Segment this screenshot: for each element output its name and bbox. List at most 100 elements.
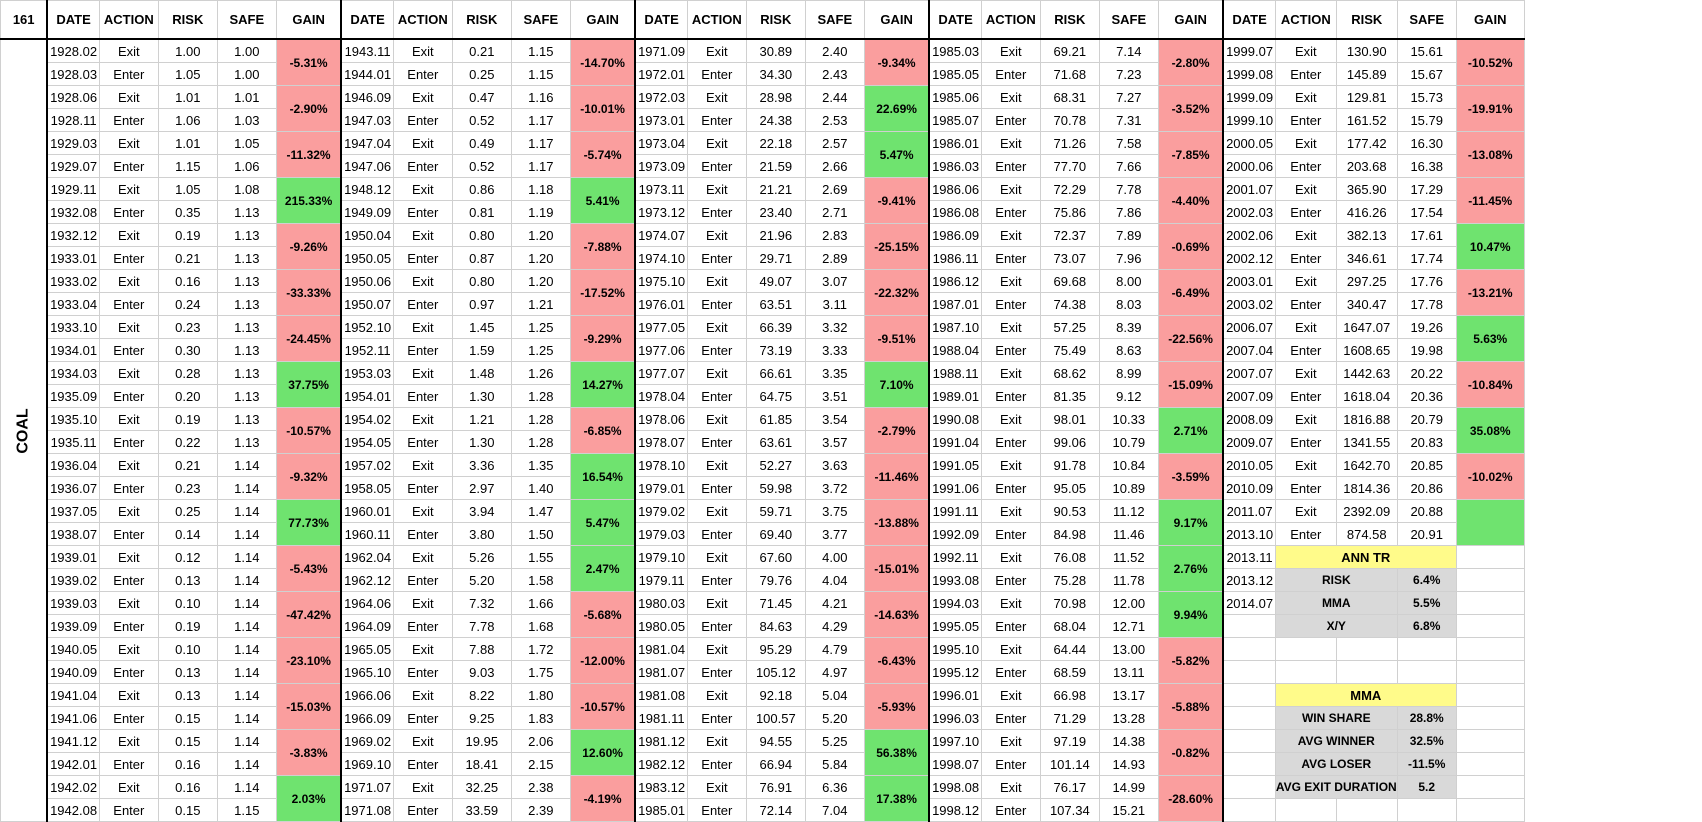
table-cell: Enter	[1274, 384, 1337, 408]
table-cell: 75.28	[1039, 568, 1100, 592]
table-cell: 1.20	[510, 246, 571, 270]
table-cell: 0.16	[157, 269, 218, 293]
table-cell: 5.04	[804, 683, 865, 707]
gain-cell: 5.63%	[1455, 315, 1525, 362]
table-cell: 76.17	[1039, 775, 1100, 799]
gain-cell: 77.73%	[275, 499, 343, 546]
table-cell: 1972.01	[634, 62, 688, 86]
table-cell: 1991.05	[928, 453, 982, 477]
table-cell: 1.66	[510, 591, 571, 615]
gain-cell: -5.93%	[863, 683, 931, 730]
table-cell: 10.84	[1098, 453, 1159, 477]
table-cell: 8.39	[1098, 315, 1159, 339]
table-cell: Enter	[686, 614, 747, 638]
table-cell: Exit	[980, 38, 1041, 63]
table-cell: 11.78	[1098, 568, 1159, 592]
table-cell: 81.35	[1039, 384, 1100, 408]
table-cell: 1978.10	[634, 453, 688, 477]
table-cell: 1.13	[216, 315, 277, 339]
table-cell: 0.16	[157, 752, 218, 776]
table-cell: 1995.05	[928, 614, 982, 638]
table-row: 1942.08 Enter 0.15 1.15 1971.08 Enter 33.59 2.3…	[1, 798, 1525, 822]
gain-cell: 16.54%	[569, 453, 637, 500]
table-cell: Enter	[1274, 108, 1337, 132]
table-cell: 0.52	[451, 108, 512, 132]
table-cell: 145.89	[1335, 62, 1398, 86]
table-cell: Enter	[1274, 246, 1337, 270]
table-cell: Exit	[686, 775, 747, 799]
table-cell: Exit	[980, 223, 1041, 247]
table-cell: 1991.06	[928, 476, 982, 500]
table-cell: 52.27	[745, 453, 806, 477]
table-cell: 0.87	[451, 246, 512, 270]
table-cell: 2001.07	[1222, 177, 1276, 201]
table-cell: 1949.09	[340, 200, 394, 224]
ann-tr-value: 6.8%	[1396, 614, 1457, 638]
table-cell: 1929.03	[46, 131, 100, 155]
table-cell: 1979.10	[634, 545, 688, 569]
table-row: COAL 1928.02 Exit 1.00 1.00 -5.31% 1943.11 Exit…	[0, 38, 1525, 822]
table-cell: Enter	[686, 522, 747, 546]
table-cell: Exit	[392, 131, 453, 155]
table-cell: 71.45	[745, 591, 806, 615]
table-cell: 3.77	[804, 522, 865, 546]
table-cell: 1928.02	[46, 38, 100, 63]
table-cell: 75.86	[1039, 200, 1100, 224]
table-cell: 1.13	[216, 407, 277, 431]
table-cell: 1978.06	[634, 407, 688, 431]
table-cell: 7.86	[1098, 200, 1159, 224]
table-cell: 71.68	[1039, 62, 1100, 86]
table-cell: 1.28	[510, 430, 571, 454]
table-cell: 71.26	[1039, 131, 1100, 155]
table-cell: Enter	[686, 108, 747, 132]
table-cell: Enter	[392, 706, 453, 730]
table-cell: Enter	[980, 752, 1041, 776]
table-cell: 1952.10	[340, 315, 394, 339]
table-cell: 0.47	[451, 85, 512, 109]
table-cell: 20.36	[1396, 384, 1457, 408]
table-cell: Exit	[980, 177, 1041, 201]
table-cell: 0.19	[157, 223, 218, 247]
gain-cell: 37.75%	[275, 361, 343, 408]
table-cell: 0.25	[451, 62, 512, 86]
table-cell: 2.39	[510, 798, 571, 822]
table-cell: 0.22	[157, 430, 218, 454]
table-cell: 1999.09	[1222, 85, 1276, 109]
table-cell: 1936.07	[46, 476, 100, 500]
table-cell: 1969.02	[340, 729, 394, 753]
table-cell: 9.03	[451, 660, 512, 684]
table-cell: 9.12	[1098, 384, 1159, 408]
table-cell: 1.25	[510, 315, 571, 339]
table-cell: 13.28	[1098, 706, 1159, 730]
table-cell: 70.78	[1039, 108, 1100, 132]
table-cell: 107.34	[1039, 798, 1100, 822]
table-cell: 1.00	[216, 38, 277, 63]
table-cell: Enter	[686, 752, 747, 776]
table-cell: 203.68	[1335, 154, 1398, 178]
table-cell: Exit	[1274, 177, 1337, 201]
table-cell: 8.22	[451, 683, 512, 707]
table-cell: Enter	[1274, 200, 1337, 224]
gain-cell: 2.03%	[275, 775, 343, 822]
table-cell: 7.31	[1098, 108, 1159, 132]
table-cell: Enter	[686, 338, 747, 362]
table-cell: 1932.08	[46, 200, 100, 224]
table-cell: Enter	[392, 108, 453, 132]
table-cell: 1978.04	[634, 384, 688, 408]
table-row: 1941.04 Exit 0.13 1.14 -15.03% 1966.06 Exit 8.2…	[1, 683, 1525, 730]
table-cell: 1.35	[510, 453, 571, 477]
table-cell: Exit	[686, 453, 747, 477]
table-cell: 64.75	[745, 384, 806, 408]
table-cell: 1.01	[157, 85, 218, 109]
table-cell: 1971.08	[340, 798, 394, 822]
table-row: 1935.11 Enter 0.22 1.13 1954.05 Enter 1.30 1.28…	[1, 430, 1525, 454]
table-cell: 7.89	[1098, 223, 1159, 247]
table-cell: 0.15	[157, 706, 218, 730]
table-row: 1937.05 Exit 0.25 1.14 77.73% 1960.01 Exit 3.94…	[1, 499, 1525, 546]
table-cell: 1.20	[510, 223, 571, 247]
sector-label: COAL	[0, 38, 49, 822]
table-row: 1942.01 Enter 0.16 1.14 1969.10 Enter 18.41 2.1…	[1, 752, 1525, 776]
table-cell: 1973.11	[634, 177, 688, 201]
ann-tr-value: 5.5%	[1396, 591, 1457, 615]
table-cell: 17.29	[1396, 177, 1457, 201]
